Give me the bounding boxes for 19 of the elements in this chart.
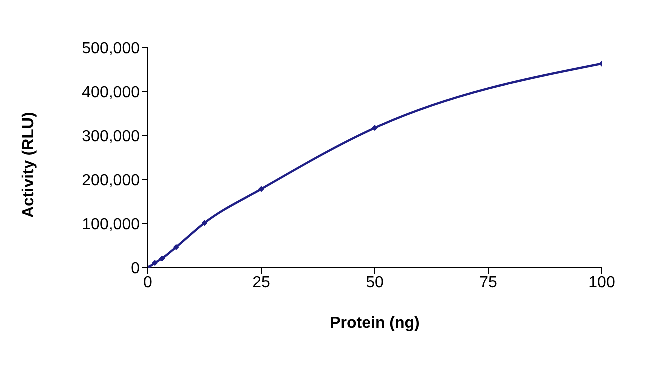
point — [202, 220, 208, 226]
point — [372, 125, 378, 132]
x-tick-label: 75 — [480, 274, 498, 292]
point — [173, 244, 180, 250]
y-axis-title: Activity (RLU) — [20, 112, 38, 218]
y-tick-label: 300,000 — [82, 128, 140, 146]
point — [152, 260, 158, 266]
y-tick-label: 400,000 — [82, 84, 140, 102]
point — [159, 256, 166, 262]
y-tick-label: 500,000 — [82, 40, 140, 58]
point — [258, 186, 264, 192]
x-axis-title: Protein (ng) — [330, 315, 420, 332]
y-tick-label: 0 — [131, 260, 140, 278]
x-tick-label: 50 — [366, 274, 384, 292]
x-tick-label: 100 — [588, 274, 616, 292]
x-tick-label: 0 — [144, 274, 153, 292]
y-tick-label: 200,000 — [82, 172, 140, 190]
x-tick-label: 25 — [252, 274, 270, 292]
y-tick-label: 100,000 — [82, 216, 140, 234]
